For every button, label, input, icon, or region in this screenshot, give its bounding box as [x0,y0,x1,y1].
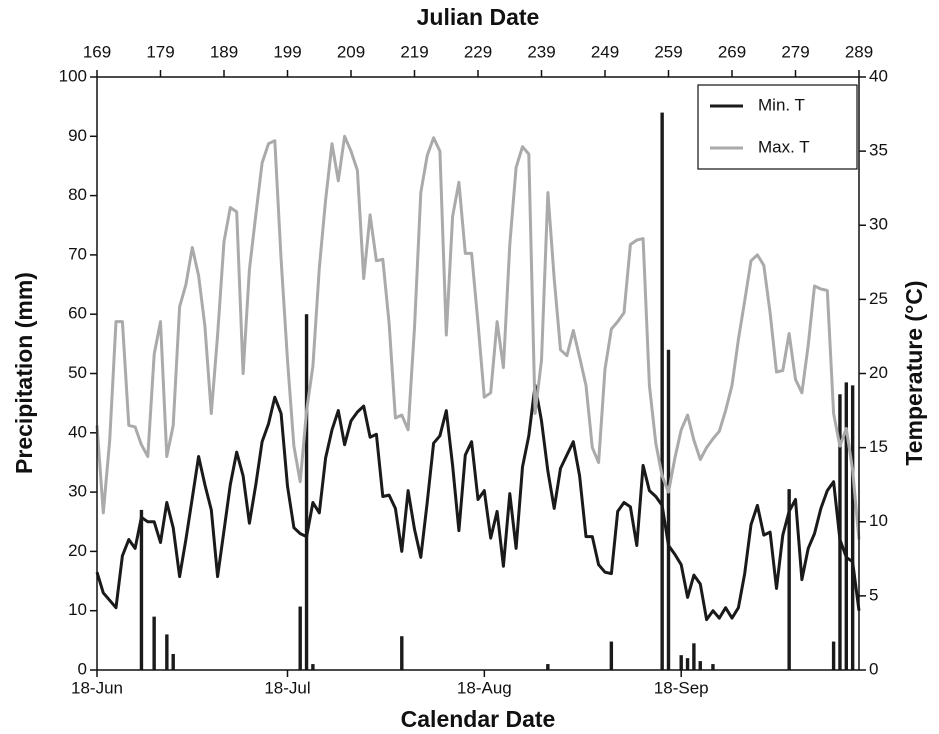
y-tick-label: 80 [68,185,87,204]
y2-tick-label: 35 [869,141,888,160]
y2-tick-label: 5 [869,585,878,604]
y2-tick-label: 30 [869,215,888,234]
precip-bar [711,664,715,670]
precip-bar [311,664,315,670]
precip-bar [685,658,690,670]
precip-bar [787,489,791,670]
precip-bar [698,661,702,670]
y-tick-label: 60 [68,304,87,323]
x-tick-label: 18-Aug [457,678,512,697]
x2-tick-label: 199 [273,42,301,61]
temp-line [95,383,861,622]
precip-bar [666,349,671,670]
y2-tick-label: 0 [869,659,878,678]
x2-tick-label: 229 [464,42,492,61]
plot-frame [96,76,860,671]
precip-bar [679,655,683,670]
temp-line [95,134,861,540]
precip-bar [546,664,550,670]
precip-bar [139,509,144,670]
x-tick-label: 18-Jul [264,678,310,697]
y-tick-label: 70 [68,244,87,263]
precip-bar [165,634,169,670]
y-tick-label: 100 [59,66,87,85]
precip-bar [152,616,156,670]
precip-bar [831,641,836,670]
precip-bar [171,653,175,670]
precip-bar [660,112,664,670]
x2-tick-label: 279 [781,42,809,61]
y-axis-title: Precipitation (mm) [11,272,37,474]
x2-tick-label: 189 [210,42,238,61]
x2-tick-label: 239 [527,42,555,61]
x2-tick-label: 209 [337,42,365,61]
legend-box [697,84,858,170]
y2-tick-label: 25 [869,289,888,308]
precip-bar [844,382,848,670]
x-tick-label: 18-Jun [71,678,123,697]
y-tick-label: 10 [68,600,87,619]
y2-tick-label: 10 [869,511,888,530]
precip-bar [400,636,404,670]
y-tick-label: 30 [68,482,87,501]
y2-tick-label: 20 [869,363,888,382]
x2-tick-label: 269 [718,42,746,61]
precip-bar [692,643,696,670]
y-tick-label: 20 [68,541,87,560]
x2-tick-label: 179 [146,42,174,61]
legend-label: Min. T [758,95,805,114]
y-tick-label: 50 [68,363,87,382]
x2-tick-label: 219 [400,42,428,61]
y2-tick-label: 15 [869,437,888,456]
x2-tick-label: 259 [654,42,682,61]
precip-bar [850,385,855,670]
x2-axis-title: Julian Date [417,4,540,30]
x2-tick-label: 249 [591,42,619,61]
precip-bar [298,606,302,670]
y-tick-label: 0 [78,659,87,678]
y-tick-label: 40 [68,422,87,441]
y-tick-label: 90 [68,126,87,145]
y2-axis-title: Temperature (°C) [901,280,927,465]
legend-label: Max. T [758,137,810,156]
precip-bar [609,641,614,670]
y2-tick-label: 40 [869,66,888,85]
x2-tick-label: 169 [83,42,111,61]
precip-bar [304,314,309,670]
x-axis-title: Calendar Date [401,706,556,732]
x2-tick-label: 289 [845,42,873,61]
x-tick-label: 18-Sep [654,678,709,697]
